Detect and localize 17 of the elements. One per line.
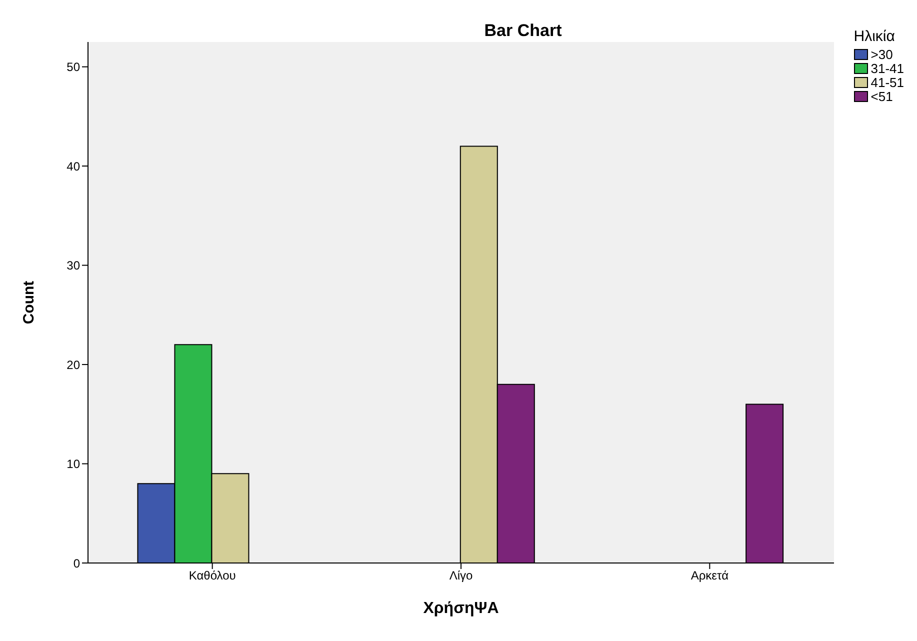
legend-title: Ηλικία [854,28,896,45]
y-tick-label: 0 [73,556,80,570]
legend-label: 41-51 [870,74,904,90]
legend-label: 31-41 [870,60,904,76]
x-tick-label: Αρκετά [690,568,729,583]
x-tick-label: Καθόλου [188,568,236,583]
chart-title: Bar Chart [484,21,562,40]
y-tick-label: 50 [66,60,80,74]
x-tick-label: Λίγο [449,568,473,583]
y-tick-label: 30 [66,258,80,273]
y-axis-title: Count [20,280,38,324]
y-tick-label: 40 [66,159,80,174]
legend-label: >30 [870,46,893,62]
legend-label: <51 [870,88,893,104]
x-axis-title: ΧρήσηΨΑ [423,600,500,617]
y-tick-label: 20 [66,358,80,372]
y-tick-label: 10 [66,457,80,472]
